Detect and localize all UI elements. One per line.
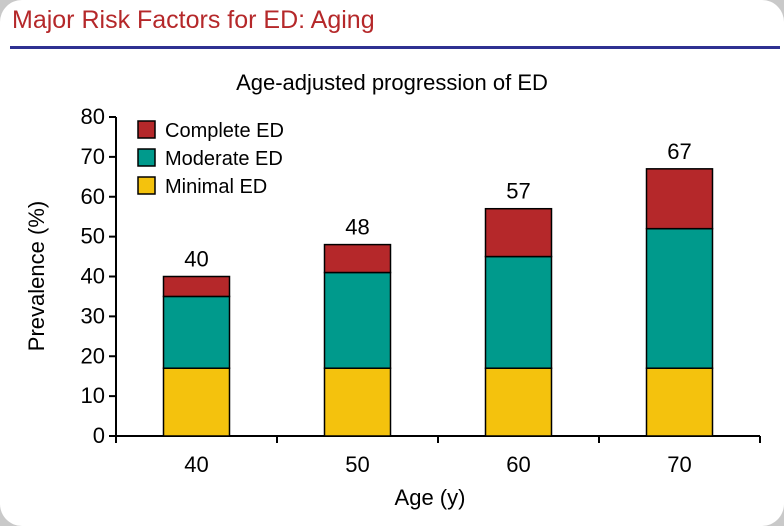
bar-segment-minimal-ed xyxy=(645,367,714,437)
bar-total-label: 57 xyxy=(506,179,530,204)
y-tick-label: 50 xyxy=(81,224,105,249)
legend-swatch xyxy=(137,148,156,167)
bar-segment-complete-ed xyxy=(645,168,714,230)
slide-title: Major Risk Factors for ED: Aging xyxy=(12,6,375,34)
bar-segment-minimal-ed xyxy=(323,367,392,437)
bar-segment-minimal-ed xyxy=(484,367,553,437)
x-tick-label: 70 xyxy=(667,452,691,477)
bar-segment-minimal-ed xyxy=(162,367,231,437)
title-rule xyxy=(10,46,780,49)
bars: 40 40 48 50 57 60 67 70 xyxy=(162,139,714,477)
y-tick-label: 20 xyxy=(81,343,105,368)
y-tick-label: 70 xyxy=(81,144,105,169)
legend-label: Minimal ED xyxy=(165,176,267,198)
x-tick-label: 60 xyxy=(506,452,530,477)
legend-swatch xyxy=(137,120,156,139)
bar-segment-moderate-ed xyxy=(323,271,392,369)
x-tick-label: 40 xyxy=(184,452,208,477)
bar-segment-moderate-ed xyxy=(162,295,231,369)
x-axis-label: Age (y) xyxy=(395,485,466,510)
legend: Complete ED Moderate ED Minimal ED xyxy=(137,120,284,198)
bar-total-label: 40 xyxy=(184,247,208,272)
y-tick-label: 80 xyxy=(81,104,105,129)
bar-total-label: 48 xyxy=(345,215,369,240)
bar-segment-complete-ed xyxy=(162,275,231,298)
y-tick-label: 30 xyxy=(81,303,105,328)
bar-segment-moderate-ed xyxy=(484,255,553,369)
legend-label: Moderate ED xyxy=(165,148,283,170)
legend-swatch xyxy=(137,176,156,195)
y-tick-label: 10 xyxy=(81,383,105,408)
bar-segment-complete-ed xyxy=(323,243,392,274)
y-tick-label: 40 xyxy=(81,264,105,289)
bar-total-label: 67 xyxy=(667,139,691,164)
legend-label: Complete ED xyxy=(165,120,284,142)
bar-segment-moderate-ed xyxy=(645,227,714,369)
x-tick-label: 50 xyxy=(345,452,369,477)
bar-segment-complete-ed xyxy=(484,207,553,258)
y-axis-label: Prevalence (%) xyxy=(24,201,49,351)
chart-title: Age-adjusted progression of ED xyxy=(236,70,548,95)
y-tick-label: 60 xyxy=(81,184,105,209)
y-tick-label: 0 xyxy=(93,423,105,448)
